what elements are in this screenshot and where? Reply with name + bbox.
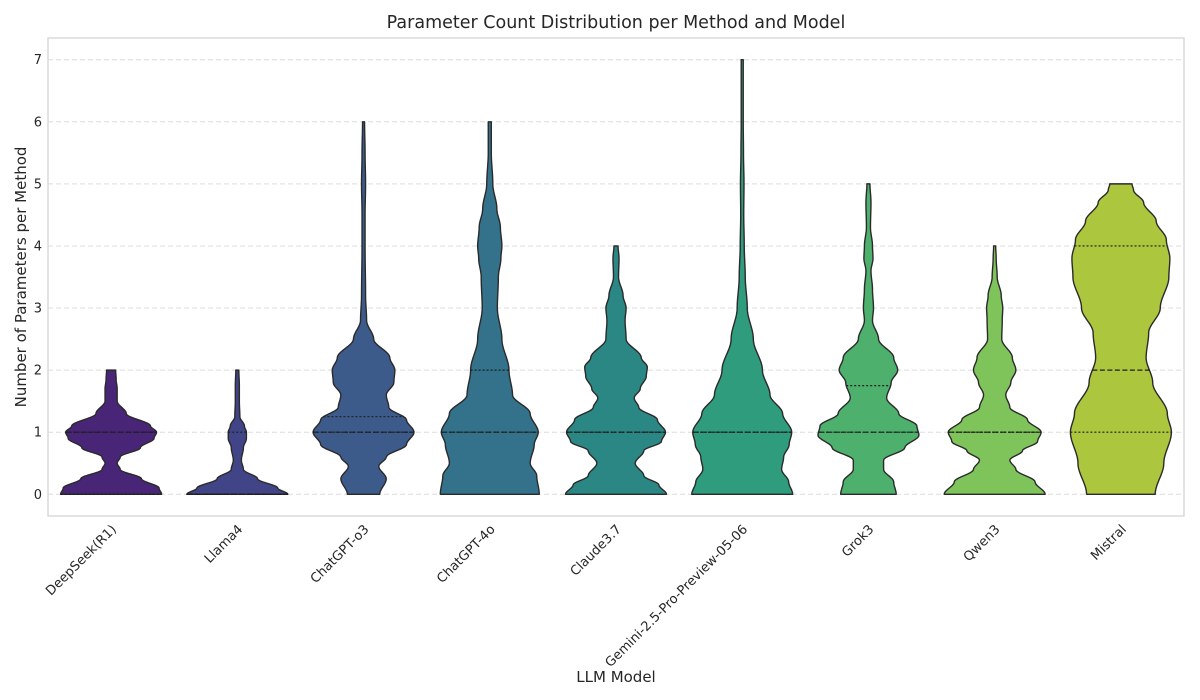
x-tick-label: Gemini-2.5-Pro-Preview-05-06: [603, 522, 751, 670]
y-tick-label: 4: [34, 239, 42, 254]
x-tick-label: ChatGPT-4o: [434, 522, 498, 586]
x-tick-label: Claude3.7: [568, 522, 625, 579]
violin-body: [1069, 183, 1173, 495]
violin-body: [312, 121, 415, 495]
x-axis-title: LLM Model: [576, 668, 655, 686]
plot-area: 0 1 2 3 4 5 6 7 DeepSeek(R1) Llama4 ChatGPT-o3 Cha…: [34, 37, 1185, 671]
x-tick-label: Llama4: [202, 522, 246, 566]
violin-6: [691, 59, 794, 495]
y-tick-label: 7: [34, 53, 42, 68]
violin-body: [691, 59, 794, 495]
x-tick-label: DeepSeek(R1): [43, 522, 120, 599]
chart-title: Parameter Count Distribution per Method …: [387, 13, 846, 33]
violin-body: [817, 183, 920, 495]
y-tick-label: 0: [34, 488, 42, 503]
y-tick-label: 6: [34, 115, 42, 130]
violin-8: [943, 245, 1046, 495]
violins: [59, 59, 1173, 495]
violin-3: [312, 121, 415, 495]
x-tick-label: Mistral: [1088, 522, 1129, 563]
violin-4: [439, 121, 540, 495]
x-tick-label: ChatGPT-o3: [308, 522, 372, 586]
x-tick-labels: DeepSeek(R1) Llama4 ChatGPT-o3 ChatGPT-4o Cl…: [43, 522, 1129, 670]
y-tick-labels: 0 1 2 3 4 5 6 7: [34, 53, 42, 503]
violin-7: [817, 183, 920, 495]
y-tick-label: 5: [34, 177, 42, 192]
violin-2: [186, 369, 289, 495]
y-tick-label: 1: [34, 426, 42, 441]
y-axis-title: Number of Parameters per Method: [12, 147, 30, 408]
violin-1: [59, 369, 163, 495]
x-tick-label: Grok3: [839, 522, 877, 560]
violin-9: [1069, 183, 1173, 495]
x-tick-label: Qwen3: [961, 522, 1004, 565]
violin-5: [564, 245, 668, 495]
y-tick-label: 3: [34, 302, 42, 317]
y-tick-label: 2: [34, 364, 42, 379]
